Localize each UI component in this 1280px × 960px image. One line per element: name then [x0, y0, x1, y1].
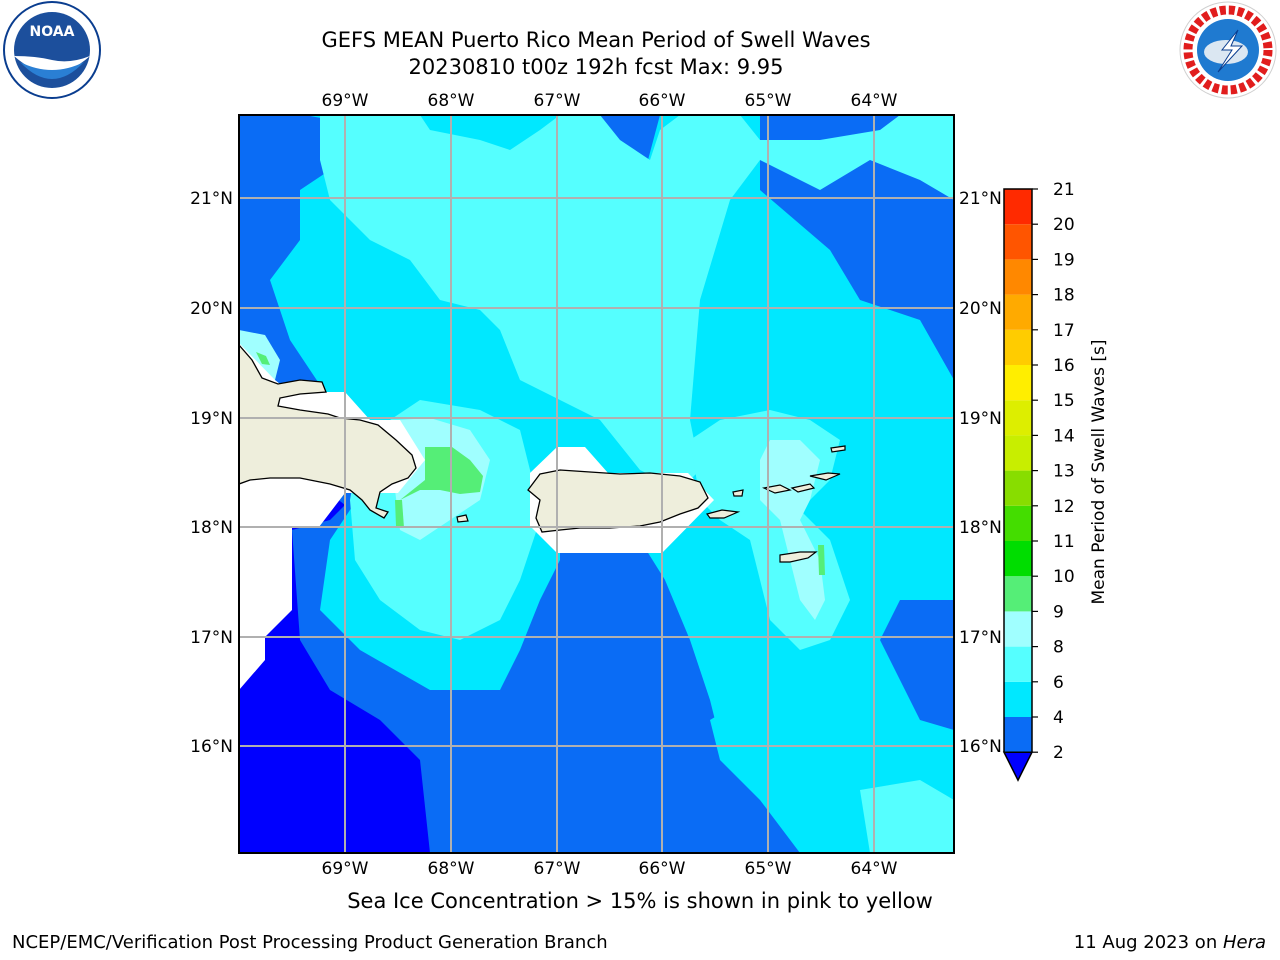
colorbar-segment [1004, 294, 1032, 330]
land-mona [456, 514, 469, 523]
credit-host: Hera [1222, 932, 1266, 953]
colorbar-segment [1004, 576, 1032, 612]
contour-9-10 [400, 447, 483, 500]
colorbar-segment [1004, 611, 1032, 647]
colorbar-tick-label: 21 [1053, 180, 1075, 200]
lat-labels-left: 21°N 20°N 19°N 18°N 17°N 16°N [190, 189, 233, 757]
lat-label-left: 18°N [190, 518, 233, 538]
noaa-logo-text: NOAA [30, 24, 75, 40]
lon-label-bottom: 65°W [745, 859, 792, 879]
colorbar-tick-label: 8 [1053, 638, 1064, 658]
lon-labels-bottom: 69°W 68°W 67°W 66°W 65°W 64°W [322, 859, 898, 879]
lon-label-bottom: 69°W [322, 859, 369, 879]
colorbar-tick-label: 4 [1053, 708, 1064, 728]
colorbar-segment [1004, 189, 1032, 225]
chart-subtitle: 20230810 t00z 192h fcst Max: 9.95 [408, 55, 784, 79]
lat-label-left: 21°N [190, 189, 233, 209]
lon-label-bottom: 66°W [639, 859, 686, 879]
lon-label-top: 68°W [428, 91, 475, 111]
sea-ice-note: Sea Ice Concentration > 15% is shown in … [347, 889, 933, 913]
nws-logo [1179, 1, 1277, 99]
colorbar-tick-label: 2 [1053, 743, 1064, 763]
colorbar-extend-triangle [1002, 751, 1034, 782]
land-hispaniola [239, 344, 417, 519]
credit-date: 11 Aug 2023 on Hera [1074, 932, 1266, 953]
lat-label-right: 19°N [959, 409, 1002, 429]
colorbar-tick-label: 17 [1053, 321, 1075, 341]
colorbar-tick-label: 19 [1053, 250, 1075, 270]
lat-label-right: 20°N [959, 299, 1002, 319]
colorbar: 2 4 6 8 9 10 11 12 13 14 15 16 17 18 19 20 21 [1002, 180, 1075, 782]
colorbar-tick-label: 12 [1053, 497, 1075, 517]
lon-label-top: 64°W [851, 91, 898, 111]
lat-label-right: 17°N [959, 628, 1002, 648]
lat-labels-right: 21°N 20°N 19°N 18°N 17°N 16°N [959, 189, 1002, 757]
colorbar-label: Mean Period of Swell Waves [s] [1089, 340, 1109, 605]
colorbar-tick-label: 20 [1053, 215, 1075, 235]
colorbar-segment [1004, 681, 1032, 717]
contour-6-8 [320, 115, 954, 490]
lon-label-top: 67°W [534, 91, 581, 111]
map-frame [238, 114, 955, 854]
colorbar-segment [1004, 259, 1032, 295]
colorbar-segment [1004, 717, 1032, 753]
land-vieques [705, 509, 741, 519]
colorbar-tick-label: 15 [1053, 391, 1075, 411]
map-grid [239, 115, 954, 853]
credit-branch: NCEP/EMC/Verification Post Processing Pr… [12, 932, 608, 953]
colorbar-segment [1004, 224, 1032, 260]
land-anegada [830, 445, 846, 453]
lon-label-bottom: 64°W [851, 859, 898, 879]
colorbar-tick-label: 6 [1053, 673, 1064, 693]
land-tortola [809, 472, 841, 481]
colorbar-tick-label: 11 [1053, 532, 1075, 552]
credit-date-text: 11 Aug 2023 on [1073, 932, 1223, 953]
colorbar-segment [1004, 541, 1032, 577]
map-contours [239, 115, 954, 853]
lat-label-right: 16°N [959, 737, 1002, 757]
colorbar-segment [1004, 646, 1032, 682]
lon-label-bottom: 68°W [428, 859, 475, 879]
colorbar-tick-label: 16 [1053, 356, 1075, 376]
lon-label-top: 66°W [639, 91, 686, 111]
land-stjohn [790, 483, 816, 493]
lat-label-left: 19°N [190, 409, 233, 429]
colorbar-tick-label: 10 [1053, 567, 1075, 587]
lon-label-top: 65°W [745, 91, 792, 111]
lon-labels-top: 69°W 68°W 67°W 66°W 65°W 64°W [322, 91, 898, 111]
lat-label-left: 17°N [190, 628, 233, 648]
colorbar-segment [1004, 505, 1032, 541]
colorbar-tick-label: 13 [1053, 462, 1075, 482]
contour-9-10-c [818, 545, 825, 575]
land-culebra [732, 489, 744, 497]
colorbar-tick-label: 14 [1053, 426, 1075, 446]
lat-label-left: 16°N [190, 737, 233, 757]
colorbar-segment [1004, 400, 1032, 436]
colorbar-segment [1004, 365, 1032, 401]
land-stthomas [762, 484, 792, 494]
contour-9-10-d [256, 352, 270, 365]
lon-label-top: 69°W [322, 91, 369, 111]
land-stcroix [779, 551, 818, 563]
lat-label-right: 18°N [959, 518, 1002, 538]
colorbar-segment [1004, 329, 1032, 365]
colorbar-tick-label: 9 [1053, 602, 1064, 622]
chart-title: GEFS MEAN Puerto Rico Mean Period of Swe… [321, 28, 871, 52]
colorbar-segment [1004, 470, 1032, 506]
colorbar-segment [1004, 435, 1032, 471]
lat-label-left: 20°N [190, 299, 233, 319]
lat-label-right: 21°N [959, 189, 1002, 209]
lon-label-bottom: 67°W [534, 859, 581, 879]
contour-9-10-b [395, 500, 404, 528]
colorbar-tick-label: 18 [1053, 286, 1075, 306]
contour-6-8-se [860, 780, 954, 853]
noaa-logo: NOAA [3, 1, 101, 99]
